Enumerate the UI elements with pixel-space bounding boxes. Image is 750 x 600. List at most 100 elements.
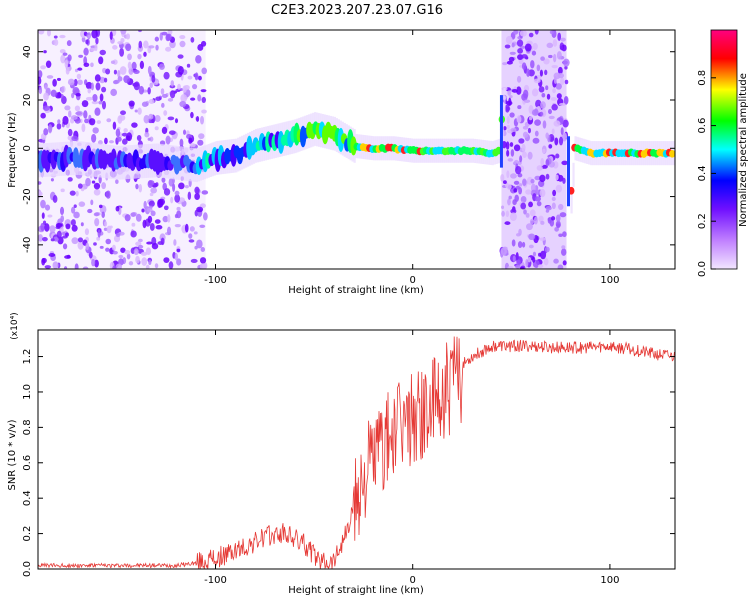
noise-speck [521,143,526,152]
noise-speck [521,54,528,59]
noise-speck [522,125,529,130]
noise-speck [78,201,86,207]
noise-speck [85,96,93,101]
noise-speck [516,233,521,237]
noise-speck [42,105,50,111]
noise-speck [139,60,145,70]
noise-speck [558,102,566,106]
noise-speck [562,260,567,266]
noise-speck [88,118,96,126]
noise-speck [124,214,131,222]
noise-speck [160,88,165,95]
noise-speck [130,212,136,217]
noise-speck [138,183,143,193]
noise-speck [508,97,512,107]
noise-speck [551,64,558,69]
noise-speck [507,90,512,96]
noise-speck [154,263,159,269]
noise-speck [74,105,81,112]
noise-speck [147,215,153,224]
noise-speck [520,202,527,210]
noise-speck [528,201,533,208]
snr-plot-area [38,330,675,569]
noise-speck [150,210,156,217]
noise-speck [66,40,72,47]
noise-speck [59,34,66,39]
noise-speck [147,137,151,141]
noise-speck [90,82,94,91]
noise-speck [528,116,533,121]
noise-speck [174,194,181,203]
noise-speck [93,188,101,196]
noise-speck [65,223,71,230]
noise-speck [531,88,539,97]
noise-speck [163,110,168,116]
noise-speck [101,86,107,93]
noise-speck [145,247,152,256]
noise-speck [201,96,206,104]
noise-speck [539,111,543,116]
noise-speck [85,242,90,251]
noise-speck [147,65,152,75]
noise-speck [149,136,154,142]
noise-speck [548,144,553,149]
noise-speck [561,245,566,250]
noise-speck [515,264,521,269]
noise-speck [148,45,155,49]
noise-speck [550,97,558,101]
noise-speck [55,223,63,228]
noise-speck [112,45,118,50]
noise-speck [143,51,147,57]
noise-speck [531,50,537,56]
noise-speck [101,100,107,110]
noise-speck [514,194,519,202]
noise-speck [525,212,530,218]
noise-speck [40,112,46,119]
noise-speck [525,189,532,195]
noise-speck [558,136,564,146]
noise-speck [52,78,57,87]
noise-speck [545,132,549,139]
noise-speck [163,188,171,196]
snr-series-line [38,336,675,569]
noise-speck [197,94,202,102]
noise-speck [80,222,84,227]
noise-speck [552,39,558,47]
noise-speck [74,263,79,269]
noise-speck [180,94,188,103]
noise-speck [127,53,132,61]
noise-speck [522,131,529,138]
noise-speck [38,234,43,242]
ridge-point [350,136,357,156]
noise-speck [508,195,512,200]
noise-speck [547,109,552,115]
noise-speck [502,62,508,66]
noise-speck [527,151,533,160]
noise-speck [533,78,541,84]
noise-speck [135,255,140,264]
noise-speck [203,212,208,221]
noise-speck [521,62,527,70]
noise-speck [133,81,140,91]
noise-speck [530,178,535,184]
noise-speck [38,30,45,35]
noise-speck [503,126,507,131]
noise-speck [47,124,53,133]
noise-speck [528,233,536,241]
noise-speck [190,258,198,263]
noise-speck [552,53,557,63]
noise-speck [161,31,168,36]
spectrogram-x-label: Height of straight line (km) [288,285,424,296]
noise-speck [144,131,150,138]
noise-speck [52,195,58,203]
y-tick-label: 0.4 [22,490,33,506]
noise-speck [558,203,564,211]
noise-speck [560,77,565,85]
noise-speck [190,36,195,43]
noise-speck [64,105,71,111]
noise-speck [81,123,86,133]
noise-speck [41,212,45,219]
noise-speck [92,127,99,134]
noise-speck [131,222,136,227]
noise-speck [98,100,103,105]
